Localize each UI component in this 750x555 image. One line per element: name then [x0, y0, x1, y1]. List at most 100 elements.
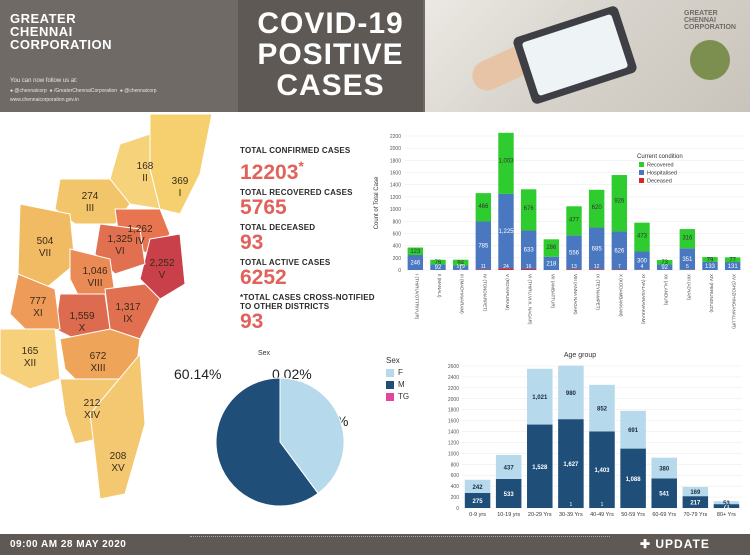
instagram-icon[interactable]: ●: [119, 88, 123, 94]
bar-recovered[interactable]: [702, 257, 718, 262]
bar-hospitalised[interactable]: [498, 193, 514, 269]
map-zone-v[interactable]: [139, 233, 186, 300]
y-tick-label: 1000: [448, 451, 459, 457]
bar-label-lower: 1,403: [594, 468, 610, 474]
facebook-icon[interactable]: ●: [49, 88, 53, 94]
bar-lower[interactable]: [651, 478, 677, 508]
bar-hospitalised[interactable]: [430, 264, 446, 270]
map-count-xiii: 672: [90, 351, 107, 362]
bar-deceased[interactable]: [588, 269, 605, 270]
bar-upper[interactable]: [620, 410, 646, 449]
x-tick-label: VII (AMBATTUR): [550, 274, 555, 309]
bar-recovered[interactable]: [520, 189, 537, 231]
bar-recovered[interactable]: [656, 259, 673, 265]
bar-upper[interactable]: [651, 457, 677, 479]
bar-hospitalised[interactable]: [656, 264, 673, 270]
bar-hospitalised[interactable]: [543, 256, 560, 270]
twitter-icon[interactable]: ●: [10, 88, 14, 94]
x-tick-label: IV (TONDIARPET): [482, 274, 487, 312]
bar-deceased[interactable]: [475, 269, 492, 270]
bar-lower[interactable]: [464, 492, 491, 508]
facebook-handle[interactable]: /GreaterChennaiCorporation: [53, 88, 118, 94]
bar-hospitalised[interactable]: [520, 230, 537, 270]
map-zone-i[interactable]: [149, 114, 213, 215]
x-tick-label: VI (THIRU.VI.K. NAGAR): [528, 274, 533, 325]
bar-label-lower: 71: [723, 505, 730, 511]
bar-recovered[interactable]: [611, 175, 628, 232]
map-zone-label-xiv: XIV: [84, 410, 100, 421]
bar-recovered[interactable]: [452, 259, 469, 266]
map-zone-label-ii: II: [142, 173, 148, 184]
map-count-ii: 168: [137, 161, 154, 172]
pie-slice-f[interactable]: [279, 377, 345, 495]
bar-hospitalised[interactable]: [611, 231, 628, 270]
bar-lower[interactable]: [495, 478, 522, 508]
bar-hospitalised[interactable]: [634, 251, 650, 270]
bar-label-recovered: 1,003: [498, 158, 514, 164]
map-zone-label-xi: XI: [33, 308, 42, 319]
y-tick-label: 400: [451, 484, 460, 490]
bar-hospitalised[interactable]: [475, 221, 492, 270]
bar-recovered[interactable]: [498, 132, 514, 194]
update-timestamp: 09:00 AM 28 MAY 2020: [10, 539, 127, 550]
bar-recovered[interactable]: [679, 229, 696, 249]
update-button[interactable]: ✚ UPDATE: [640, 537, 710, 551]
map-zone-vii[interactable]: [17, 203, 76, 290]
map-zone-label-v: V: [159, 270, 166, 281]
bar-lower[interactable]: [682, 496, 709, 508]
bar-lower[interactable]: [620, 448, 646, 508]
bar-upper[interactable]: [527, 368, 553, 425]
pie-slice-m[interactable]: [215, 377, 319, 507]
map-count-vi: 1,325: [107, 234, 132, 245]
legend-item-tg: TG: [386, 392, 409, 401]
y-tick-label: 1200: [448, 440, 459, 446]
map-zone-xv[interactable]: [89, 352, 146, 500]
instagram-handle[interactable]: @chennaicorp: [124, 88, 157, 94]
website-link[interactable]: www.chennaicorporation.gov.in: [10, 97, 79, 103]
bar-recovered[interactable]: [543, 239, 560, 257]
bar-upper[interactable]: [713, 501, 740, 505]
bar-deceased[interactable]: [498, 268, 514, 270]
map-zone-iii[interactable]: [54, 178, 131, 225]
x-tick-label: V (ROYAPURAM): [505, 274, 510, 310]
bar-label-extra: 1: [601, 502, 604, 508]
bar-hospitalised[interactable]: [679, 248, 696, 270]
bar-upper[interactable]: [495, 455, 522, 479]
bar-label-upper: 437: [504, 465, 515, 471]
bar-recovered[interactable]: [407, 247, 424, 256]
legend-label: Deceased: [647, 179, 672, 185]
bar-hospitalised[interactable]: [724, 262, 741, 270]
bar-lower[interactable]: [713, 504, 740, 508]
bar-upper[interactable]: [464, 479, 491, 493]
bar-hospitalised[interactable]: [588, 227, 605, 270]
social-handles: ● @chennaicorp ● /GreaterChennaiCorporat…: [10, 88, 157, 94]
bar-upper[interactable]: [682, 486, 709, 497]
map-zone-xii[interactable]: [0, 328, 61, 390]
bar-recovered[interactable]: [475, 193, 492, 222]
x-tick-label: XIV (PERUNGUDI): [709, 274, 714, 313]
bar-recovered[interactable]: [430, 259, 446, 265]
bar-label-recovered: 94: [457, 260, 464, 266]
bar-recovered[interactable]: [634, 222, 650, 252]
bar-label-deceased: 11: [481, 264, 486, 270]
bar-hospitalised[interactable]: [702, 261, 718, 270]
twitter-handle[interactable]: @chennaicorp: [14, 88, 47, 94]
bar-deceased[interactable]: [520, 269, 537, 270]
bar-hospitalised[interactable]: [452, 265, 469, 270]
map-count-iii: 274: [82, 191, 99, 202]
bar-hospitalised[interactable]: [407, 255, 424, 270]
bar-recovered[interactable]: [724, 257, 741, 263]
bar-upper[interactable]: [589, 384, 615, 432]
bar-lower[interactable]: [527, 424, 553, 508]
bar-hospitalised[interactable]: [566, 235, 582, 270]
bar-recovered[interactable]: [566, 206, 582, 236]
bar-label-upper: 380: [659, 467, 670, 473]
bar-label-recovered: 77: [729, 257, 736, 263]
bar-recovered[interactable]: [588, 189, 605, 228]
bar-lower[interactable]: [558, 419, 584, 508]
bar-label-hospitalised: 633: [524, 248, 535, 254]
bar-deceased[interactable]: [566, 269, 582, 270]
bar-lower[interactable]: [589, 431, 615, 508]
age-group-chart: Age group0200400600800100012001400160018…: [448, 352, 742, 518]
bar-upper[interactable]: [558, 365, 584, 420]
